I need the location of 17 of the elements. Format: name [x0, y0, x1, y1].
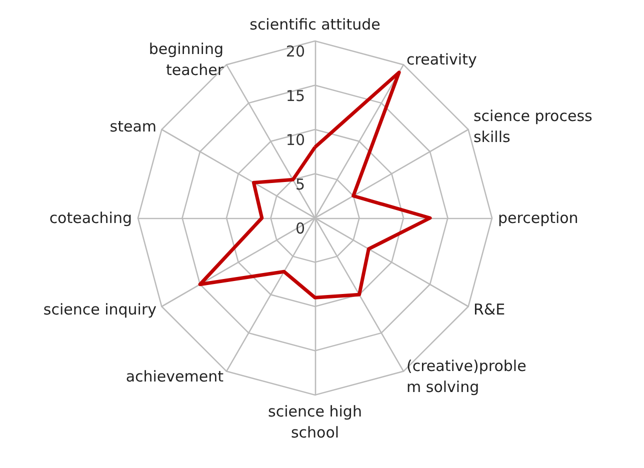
- spoke-label: scientific attitude: [250, 16, 380, 34]
- spoke-label: steam: [110, 118, 157, 136]
- spoke-label: R&E: [473, 300, 506, 318]
- spoke-label: achievement: [126, 367, 224, 386]
- spoke-label: science process skills: [473, 107, 593, 146]
- spoke-label: perception: [498, 209, 578, 227]
- y-tick-label: 10: [286, 131, 305, 149]
- spoke-label: (creative)proble m solving: [406, 356, 526, 396]
- spoke-label: beginning teacher: [148, 40, 224, 80]
- y-tick-label: 0: [295, 220, 305, 238]
- y-tick-label: 15: [286, 86, 305, 105]
- y-tick-label: 20: [286, 42, 305, 60]
- y-tick-label: 5: [295, 175, 305, 194]
- spoke-label: creativity: [406, 50, 477, 69]
- spoke-label: coteaching: [49, 209, 132, 227]
- spoke-label: science inquiry: [43, 300, 157, 318]
- spoke-label: science high school: [268, 402, 362, 442]
